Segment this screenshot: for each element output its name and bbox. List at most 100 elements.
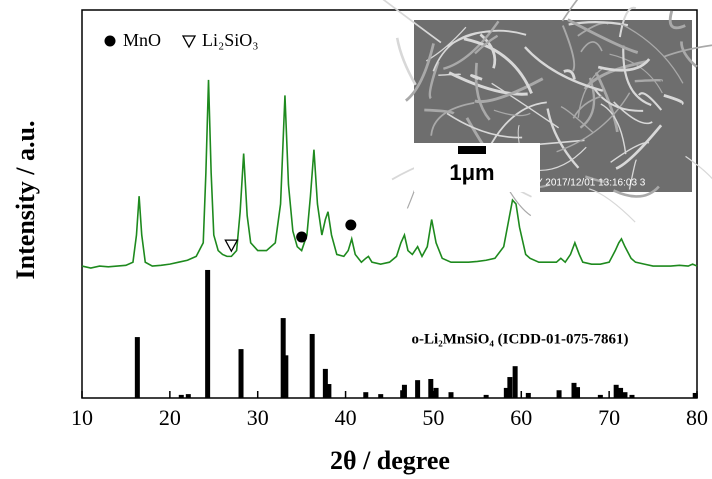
reference-peak: [525, 392, 531, 398]
fiber: [446, 112, 523, 139]
fiber: [663, 44, 712, 58]
fiber: [580, 41, 603, 53]
fiber: [563, 69, 576, 80]
fiber: [430, 101, 475, 136]
legend-label: Li₂SiO₃: [202, 30, 259, 50]
fiber: [432, 30, 491, 72]
fiber: [424, 108, 455, 115]
fiber: [404, 43, 435, 102]
legend-label: MnO: [123, 30, 161, 50]
x-tick-label: 60: [510, 405, 532, 430]
x-tick-label: 80: [686, 405, 708, 430]
reference-peak: [483, 394, 489, 398]
inset-caption: Y 2017/12/01 13:16:03 3: [536, 178, 646, 189]
reference-peak: [363, 392, 369, 398]
fiber: [470, 74, 483, 81]
fiber: [546, 108, 580, 169]
fiber: [613, 101, 653, 125]
fiber: [618, 6, 637, 38]
fiber: [493, 109, 531, 117]
fiber: [474, 34, 499, 55]
marker: [224, 239, 239, 253]
fiber: [524, 46, 604, 92]
reference-peak: [238, 349, 244, 398]
x-tick-label: 40: [335, 405, 357, 430]
fiber: [600, 103, 627, 155]
fiber: [443, 20, 500, 70]
fiber: [474, 62, 491, 121]
reference-peak: [512, 366, 518, 398]
reference-peak: [205, 269, 211, 398]
fiber: [572, 95, 603, 119]
reference-peak: [629, 394, 635, 398]
reference-peak: [556, 390, 562, 398]
fiber: [612, 185, 660, 198]
scale-bar: [458, 146, 486, 154]
reference-peak: [597, 394, 603, 398]
fiber: [615, 124, 663, 170]
fiber: [588, 188, 636, 223]
fiber: [463, 37, 533, 94]
fiber: [560, 106, 594, 134]
fiber: [577, 66, 605, 118]
fiber: [620, 22, 684, 84]
reference-peak: [507, 377, 513, 398]
reference-peak: [401, 384, 407, 398]
fiber: [561, 0, 579, 22]
fiber: [638, 92, 663, 111]
x-tick-label: 50: [422, 405, 444, 430]
reference-peak: [433, 387, 439, 398]
reference-peak: [280, 318, 286, 398]
marker: [345, 219, 357, 231]
reference-peak: [309, 333, 315, 398]
reference-peak: [428, 378, 434, 398]
fiber: [593, 88, 644, 112]
xrd-curve: [81, 79, 698, 269]
fiber: [584, 175, 605, 183]
reference-peak: [575, 387, 581, 398]
x-axis-label: 2θ / degree: [330, 446, 450, 475]
x-tick-label: 30: [247, 405, 269, 430]
fiber: [685, 155, 712, 180]
legend-marker: [104, 35, 116, 47]
reference-peak: [613, 384, 619, 398]
reference-peak: [571, 382, 577, 398]
reference-peak: [448, 392, 454, 398]
fiber: [382, 0, 442, 44]
reference-peak: [178, 394, 184, 398]
fiber: [668, 10, 686, 30]
reference-peak: [185, 394, 191, 398]
reference-peak: [378, 394, 384, 398]
reference-peak: [622, 392, 628, 398]
fiber: [609, 53, 663, 94]
fiber: [663, 93, 684, 106]
fiber: [567, 18, 639, 54]
inset: 1μm Y 2017/12/01 13:16:03 3: [382, 0, 712, 223]
scale-label: 1μm: [449, 160, 494, 185]
reference-peak: [326, 384, 332, 398]
fiber: [448, 71, 528, 96]
fiber: [628, 159, 637, 190]
fiber: [680, 41, 698, 68]
reference-peak: [618, 387, 624, 398]
reference-peak: [283, 355, 289, 398]
fiber: [438, 73, 461, 76]
y-axis-label: Intensity / a.u.: [11, 121, 40, 280]
fiber: [561, 25, 576, 72]
reference-peak: [415, 380, 421, 398]
fiber: [622, 45, 652, 107]
reference-peak: [134, 337, 140, 398]
reference-peak: [322, 368, 328, 398]
reference-peak: [503, 387, 509, 398]
marker: [296, 231, 308, 243]
fiber: [579, 77, 596, 129]
legend-marker: [181, 35, 197, 49]
x-tick-label: 20: [159, 405, 181, 430]
fiber: [395, 37, 417, 86]
plot-frame: [81, 9, 698, 399]
reference-label: o-Li₂MnSiO₄ (ICDD-01-075-7861): [412, 331, 629, 347]
x-tick-label: 10: [71, 405, 93, 430]
x-tick-label: 70: [598, 405, 620, 430]
fiber: [634, 79, 663, 83]
